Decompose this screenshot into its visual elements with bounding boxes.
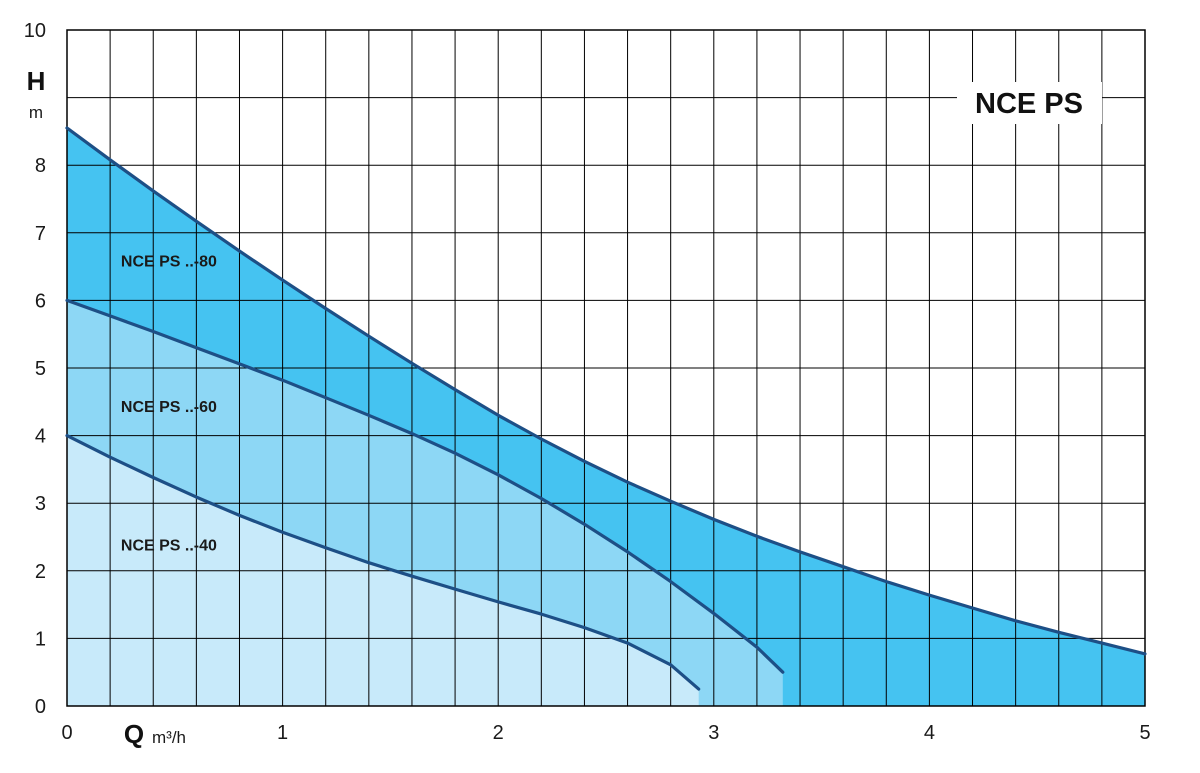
x-tick-label: 2 (493, 722, 504, 744)
series-label-1: NCE PS ..-80 (121, 254, 217, 271)
series-label-2: NCE PS ..-60 (121, 399, 217, 416)
title-box (957, 82, 1102, 124)
x-tick-label: 0 (61, 722, 72, 744)
series-areas (67, 128, 1145, 706)
chart-title: NCE PS (975, 88, 1083, 120)
grid-lines (66, 29, 1146, 707)
y-axis-unit: m (29, 103, 43, 122)
y-tick-labels: 0 1 2 3 4 5 6 7 8 10 (24, 20, 46, 718)
series-labels: NCE PS ..-80 NCE PS ..-60 NCE PS ..-40 (121, 254, 217, 555)
series-curve-1 (65, 126, 1147, 656)
y-tick-label: 2 (35, 561, 46, 583)
y-tick-label: 1 (35, 628, 46, 650)
y-tick-label: 3 (35, 493, 46, 515)
plot-frame (66, 29, 1146, 707)
series-label-3: NCE PS ..-40 (121, 538, 217, 555)
x-tick-label: 5 (1139, 722, 1150, 744)
x-tick-label: 1 (277, 722, 288, 744)
series-curve-2 (65, 298, 785, 674)
y-tick-label: 0 (35, 696, 46, 718)
x-tick-label: 3 (708, 722, 719, 744)
x-axis-unit: m³/h (152, 728, 186, 747)
x-tick-labels: 0 1 2 3 4 5 (61, 722, 1150, 744)
y-tick-label: 10 (24, 20, 46, 42)
y-tick-label: 6 (35, 290, 46, 312)
series-curve-3 (65, 434, 701, 691)
y-tick-label: 4 (35, 426, 46, 448)
x-axis-symbol: Q (124, 719, 144, 749)
y-tick-label: 8 (35, 155, 46, 177)
series-curves (65, 126, 1147, 691)
y-axis-label-box (20, 48, 54, 128)
y-tick-label: 5 (35, 358, 46, 380)
y-tick-label: 7 (35, 223, 46, 245)
x-tick-label: 4 (924, 722, 935, 744)
y-axis-symbol: H (27, 66, 46, 96)
